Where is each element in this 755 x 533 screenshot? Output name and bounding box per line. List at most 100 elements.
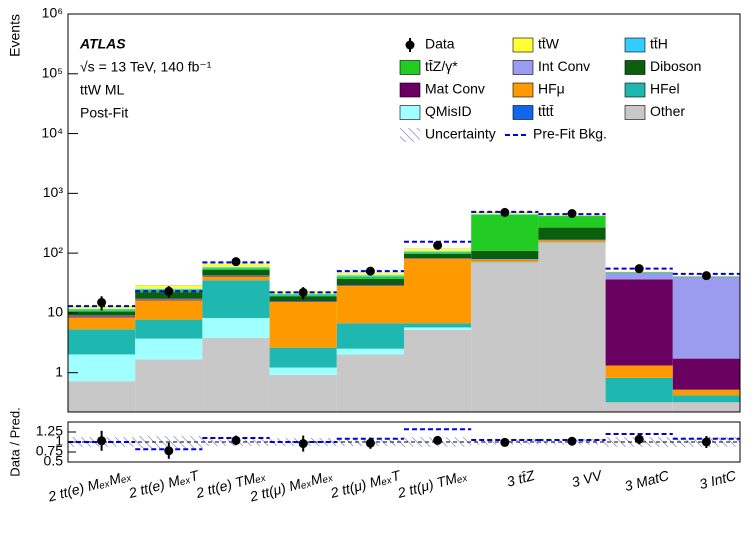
stack-segment xyxy=(135,298,203,300)
legend-label: Other xyxy=(650,103,685,119)
ratio-point xyxy=(365,438,375,448)
stack-segment xyxy=(68,354,136,382)
stack-segment xyxy=(605,279,673,366)
stack-segment xyxy=(471,250,539,260)
stack-segment xyxy=(135,299,203,301)
data-point xyxy=(567,209,577,219)
legend-label: tt̄H xyxy=(650,36,668,52)
data-point xyxy=(500,207,510,217)
ratio-point xyxy=(634,434,644,444)
stack-segment xyxy=(202,276,270,281)
stack-segment xyxy=(404,258,472,324)
stack-segment xyxy=(336,323,404,349)
stack-segment xyxy=(471,259,539,260)
analysis-label: ttW ML xyxy=(80,82,125,98)
legend-swatch xyxy=(399,60,421,75)
y-tick-label: 10⁶ xyxy=(42,5,63,21)
y-tick-label: 10⁵ xyxy=(42,64,63,80)
legend-marker xyxy=(400,128,420,142)
ratio-point xyxy=(231,435,241,445)
legend-swatch xyxy=(399,105,421,120)
ratio-plot xyxy=(68,428,740,459)
stack-segment xyxy=(135,338,203,360)
y-axis-label: Events xyxy=(7,14,23,57)
stack-segment xyxy=(269,301,337,303)
stack-segment xyxy=(605,377,673,403)
stack-segment xyxy=(672,389,740,396)
legend-label: Int Conv xyxy=(538,58,590,74)
stack-segment xyxy=(672,277,740,359)
stack-segment xyxy=(336,285,404,324)
stack-segment xyxy=(336,276,404,279)
energy-label: √s = 13 TeV, 140 fb⁻¹ xyxy=(80,59,212,75)
legend-label: Pre-Fit Bkg. xyxy=(533,126,607,142)
legend-swatch xyxy=(512,37,534,53)
stack-segment xyxy=(538,227,606,240)
stack-segment xyxy=(202,268,270,270)
legend-label: QMisID xyxy=(425,103,472,119)
legend-label: Diboson xyxy=(650,58,701,74)
legend-swatch xyxy=(512,105,534,120)
stack-segment xyxy=(538,216,606,228)
stack-segment xyxy=(605,402,673,412)
stack-segment xyxy=(336,348,404,355)
data-point xyxy=(298,287,308,297)
stack-segment xyxy=(672,402,740,412)
stack-segment xyxy=(202,337,270,412)
stack-segment xyxy=(404,327,472,330)
stack-segment xyxy=(538,242,606,412)
stack-segment xyxy=(269,367,337,375)
stack-segment xyxy=(538,240,606,243)
ratio-y-tick-label: 1 xyxy=(55,433,63,449)
stack-segment xyxy=(336,354,404,412)
stack-segment xyxy=(336,275,404,277)
stack-segment xyxy=(404,329,472,412)
x-tick-label: 2 tt(μ) TMₑₓ xyxy=(395,467,469,501)
legend-swatch xyxy=(624,60,646,75)
x-tick-label: 3 VV xyxy=(570,467,605,491)
stack-segment xyxy=(135,319,203,339)
ratio-point xyxy=(500,437,510,447)
legend-label: HFμ xyxy=(538,81,565,97)
stack-segment xyxy=(404,248,472,252)
main-plot xyxy=(68,210,740,412)
stack-segment xyxy=(471,214,539,251)
ratio-point xyxy=(164,446,174,456)
stack-segment xyxy=(68,311,136,316)
ratio-point xyxy=(97,436,107,446)
x-tick-label: 2 tt(μ) MₑₓT xyxy=(328,467,403,502)
stack-segment xyxy=(68,381,136,412)
ratio-axis-label: Data / Pred. xyxy=(7,407,22,476)
y-tick-label: 10⁴ xyxy=(41,124,63,140)
stack-segment xyxy=(404,252,472,254)
stack-segment xyxy=(135,359,203,412)
legend-label: HFel xyxy=(650,81,680,97)
ratio-y-tick-label: 1.25 xyxy=(36,423,63,439)
y-tick-label: 10² xyxy=(43,244,64,260)
legend-label: Data xyxy=(425,36,455,52)
data-point xyxy=(365,266,375,276)
stack-segment xyxy=(202,280,270,318)
ratio-point xyxy=(701,437,711,447)
legend-label: tt̄Z/γ* xyxy=(425,58,458,74)
ratio-y-tick-label: 0.5 xyxy=(44,453,64,469)
x-tick-label: 3 IntC xyxy=(698,467,739,492)
data-point xyxy=(231,257,241,267)
ratio-point xyxy=(298,439,308,449)
legend-label: Mat Conv xyxy=(425,81,485,97)
stack-segment xyxy=(471,262,539,412)
main-frame xyxy=(67,13,741,413)
x-tick-label: 2 tt(e) MₑₓMₑₓ xyxy=(45,467,132,505)
stack-segment xyxy=(404,253,472,259)
legend-label: tt̄W xyxy=(538,36,560,52)
y-tick-label: 10³ xyxy=(43,184,64,200)
stack-segment xyxy=(202,275,270,277)
stack-segment xyxy=(202,267,270,269)
stack-segment xyxy=(269,347,337,368)
ratio-point xyxy=(567,436,577,446)
x-tick-label: 2 tt(e) MₑₓT xyxy=(126,467,201,502)
stack-segment xyxy=(269,374,337,412)
y-tick-label: 10 xyxy=(47,304,63,320)
